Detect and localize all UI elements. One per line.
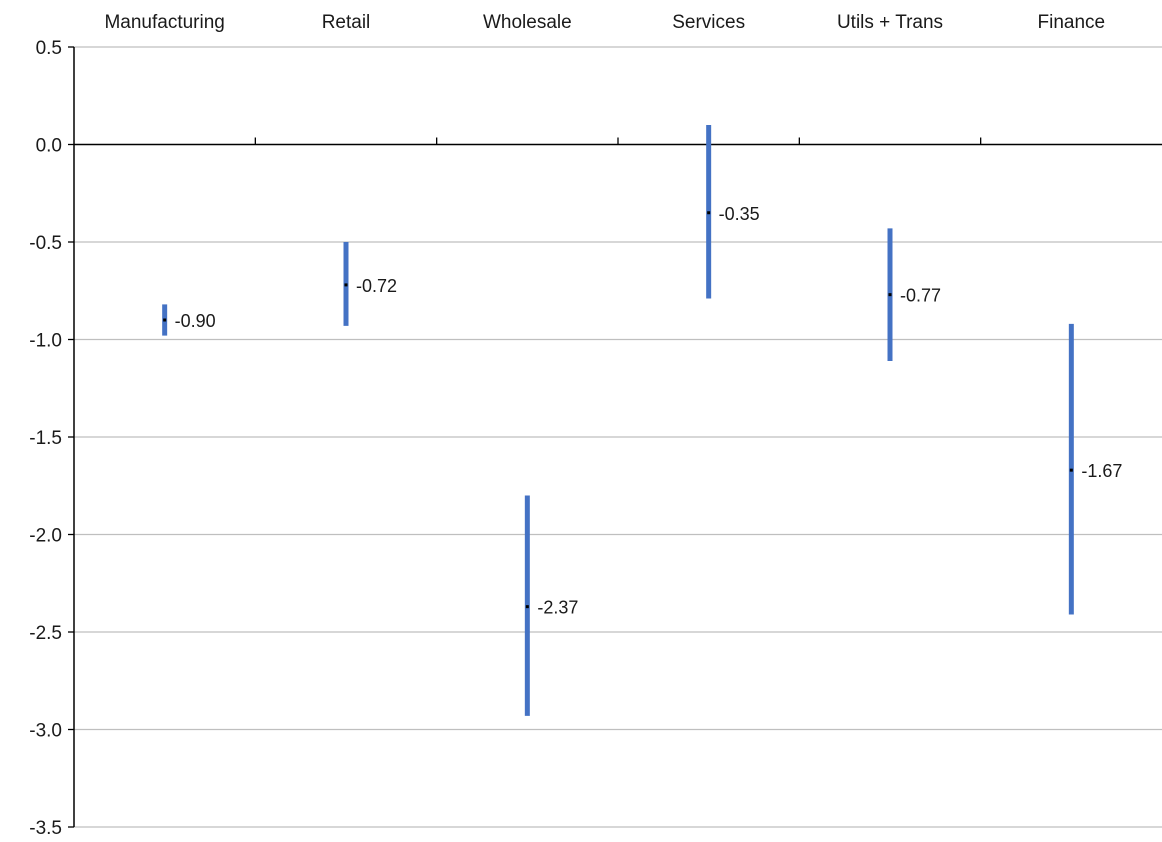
data-label: -0.72 [356, 276, 397, 296]
data-label: -1.67 [1081, 461, 1122, 481]
point-marker [707, 211, 711, 215]
category-label: Services [672, 12, 745, 33]
data-label: -0.90 [175, 311, 216, 331]
y-tick-label: -0.5 [29, 233, 62, 254]
point-marker [525, 605, 529, 609]
data-label: -2.37 [537, 598, 578, 618]
y-tick-label: -1.5 [29, 428, 62, 449]
axes [68, 46, 1162, 828]
category-label: Manufacturing [104, 12, 224, 33]
y-tick-label: 0.5 [36, 38, 62, 59]
category-label: Utils + Trans [837, 12, 943, 33]
point-marker [163, 318, 167, 322]
y-tick-label: 0.0 [36, 136, 62, 157]
data-label: -0.77 [900, 286, 941, 306]
y-tick-label: -1.0 [29, 331, 62, 352]
range-bars [162, 125, 1074, 716]
category-labels: Manufacturing Retail Wholesale Services Util… [104, 12, 1105, 33]
gridlines [74, 46, 1162, 828]
category-label: Wholesale [483, 12, 572, 33]
data-labels: -0.90 -0.72 -2.37 -0.35 -0.77 -1.67 [175, 204, 1123, 618]
point-marker [1069, 468, 1073, 472]
category-label: Finance [1038, 12, 1106, 33]
y-tick-label: -3.0 [29, 721, 62, 742]
point-marker [888, 293, 892, 297]
y-tick-label: -3.5 [29, 818, 62, 839]
point-marker [344, 283, 348, 287]
category-label: Retail [322, 12, 371, 33]
y-tick-labels: 0.5 0.0 -0.5 -1.0 -1.5 -2.0 -2.5 -3.0 -3.5 [29, 38, 62, 839]
data-label: -0.35 [719, 204, 760, 224]
y-tick-label: -2.0 [29, 526, 62, 547]
y-tick-label: -2.5 [29, 623, 62, 644]
